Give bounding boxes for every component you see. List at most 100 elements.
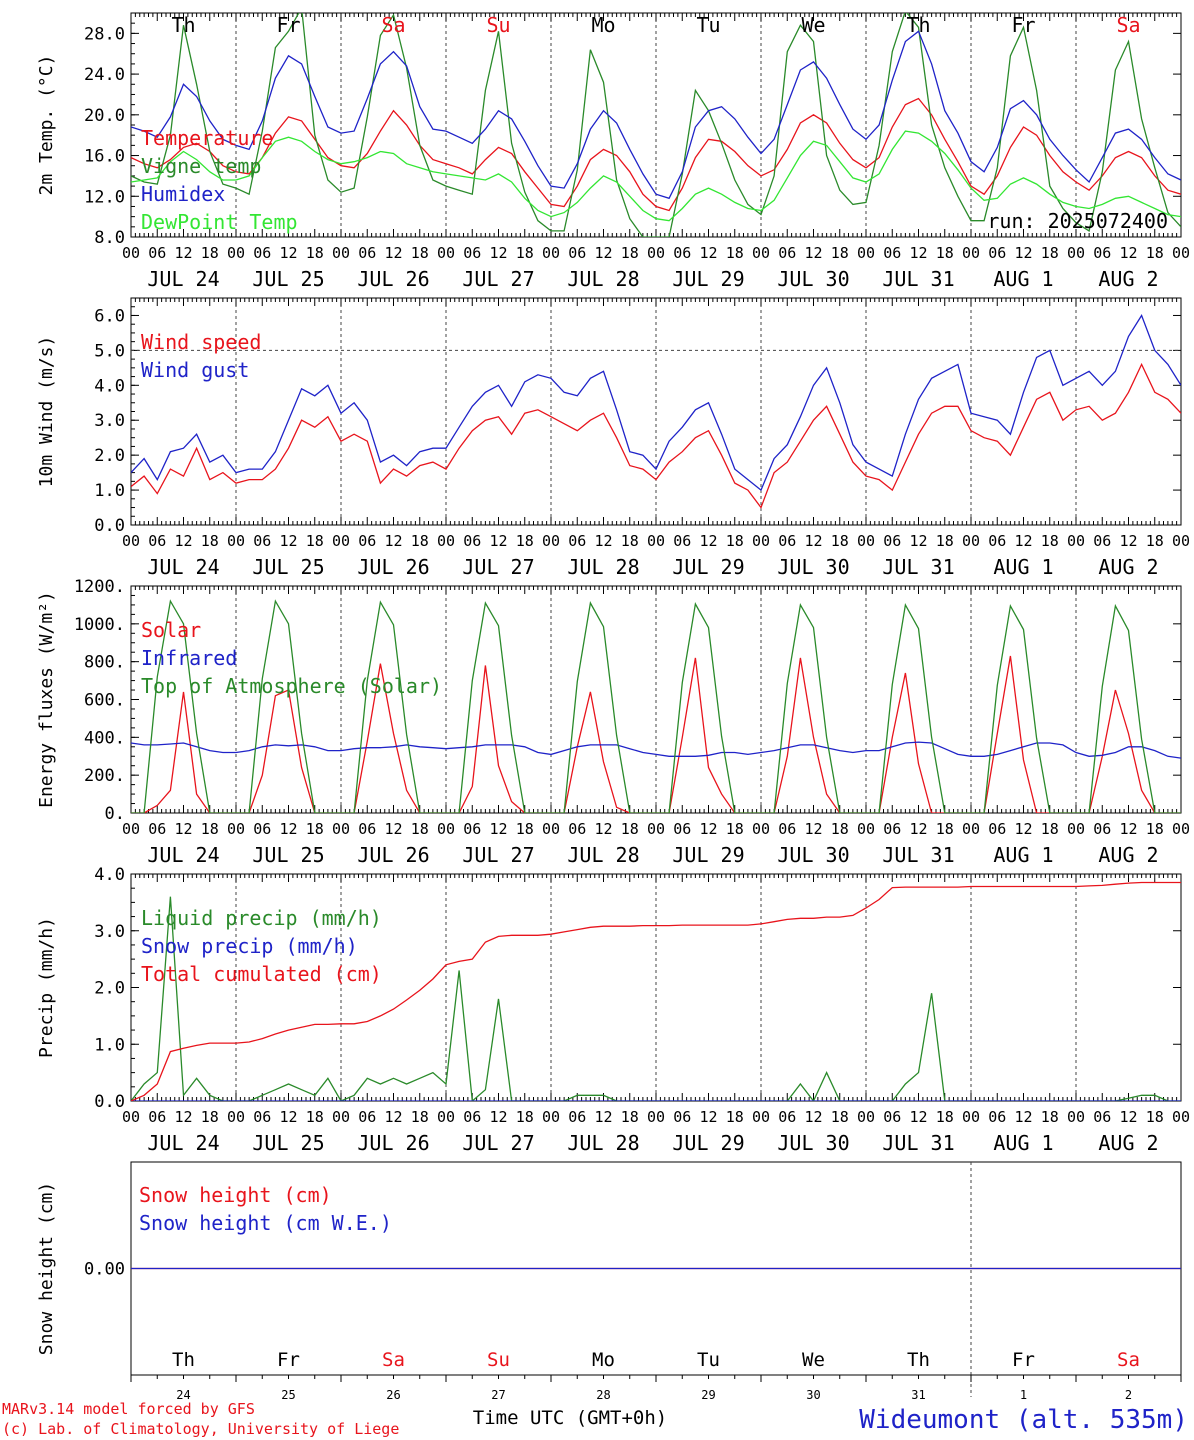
y-tick-label: 8.0 <box>94 228 125 248</box>
hour-label: 12 <box>804 1108 822 1126</box>
hour-label: 00 <box>437 532 455 550</box>
hour-label: 06 <box>253 820 271 838</box>
hour-label: 06 <box>1093 532 1111 550</box>
hour-label: 18 <box>411 820 429 838</box>
hour-label: 12 <box>174 1108 192 1126</box>
date-label: JUL 29 <box>672 555 744 579</box>
hour-label: 00 <box>437 1108 455 1126</box>
y-tick-label: 0.00 <box>84 1260 125 1280</box>
date-label: JUL 31 <box>882 267 954 291</box>
date-label: JUL 24 <box>147 267 219 291</box>
hour-label: 12 <box>909 1108 927 1126</box>
series-line-red <box>131 655 1181 813</box>
hour-label: 12 <box>174 244 192 262</box>
weekday-label: Tu <box>696 13 720 37</box>
hour-label: 00 <box>227 532 245 550</box>
hour-label: 12 <box>384 820 402 838</box>
hour-label: 12 <box>174 820 192 838</box>
date-label: AUG 1 <box>993 267 1053 291</box>
date-label: JUL 25 <box>252 555 324 579</box>
panel-3: 0. 200. 400. 600. 800. 1000. 1200. Energy fluxe… <box>36 577 1190 867</box>
hour-label: 18 <box>411 532 429 550</box>
hour-label: 18 <box>306 244 324 262</box>
hour-label: 18 <box>516 820 534 838</box>
date-label: JUL 31 <box>882 555 954 579</box>
y-tick-label: 200. <box>84 766 125 786</box>
hour-label: 00 <box>857 532 875 550</box>
date-label: JUL 26 <box>357 267 429 291</box>
hour-label: 12 <box>279 244 297 262</box>
hour-label: 18 <box>516 244 534 262</box>
y-axis-label: 10m Wind (m/s) <box>36 336 57 488</box>
hour-label: 06 <box>778 532 796 550</box>
y-tick-label: 3.0 <box>94 922 125 942</box>
hour-label: 00 <box>752 532 770 550</box>
x-axis-title: Time UTC (GMT+0h) <box>473 1407 667 1429</box>
hour-label: 00 <box>332 532 350 550</box>
y-tick-label: 24.0 <box>84 65 125 85</box>
hour-label: 12 <box>384 532 402 550</box>
weekday-label: Fr <box>1011 13 1035 37</box>
hour-label: 12 <box>489 820 507 838</box>
hour-label: 06 <box>778 1108 796 1126</box>
legend-entry: Top of Atmosphere (Solar) <box>141 674 442 698</box>
date-label: JUL 28 <box>567 555 639 579</box>
date-label: AUG 1 <box>993 555 1053 579</box>
lab-credit: (c) Lab. of Climatology, University of L… <box>2 1420 399 1438</box>
weekday-label: Sa <box>381 13 405 37</box>
hour-label: 18 <box>726 820 744 838</box>
day-number: 1 <box>1020 1388 1027 1402</box>
hour-label: 00 <box>752 244 770 262</box>
hour-label: 12 <box>909 532 927 550</box>
legend-entry: Snow precip (mm/h) <box>141 934 358 958</box>
hour-label: 06 <box>988 244 1006 262</box>
run-label: run: 2025072400 <box>987 209 1168 233</box>
date-label: JUL 29 <box>672 1131 744 1155</box>
hour-label: 12 <box>279 820 297 838</box>
weekday-label: Fr <box>1012 1349 1035 1371</box>
y-tick-label: 400. <box>84 728 125 748</box>
hour-label: 06 <box>358 1108 376 1126</box>
hour-label: 18 <box>1146 820 1164 838</box>
date-label: JUL 27 <box>462 267 534 291</box>
hour-label: 18 <box>1041 820 1059 838</box>
date-label: JUL 24 <box>147 1131 219 1155</box>
hour-label: 18 <box>621 244 639 262</box>
hour-label: 18 <box>411 1108 429 1126</box>
hour-label: 00 <box>647 244 665 262</box>
hour-label: 18 <box>1041 1108 1059 1126</box>
hour-label: 00 <box>542 532 560 550</box>
hour-label: 12 <box>1014 1108 1032 1126</box>
series-line-darkgreen <box>131 13 1181 237</box>
date-label: JUL 25 <box>252 1131 324 1155</box>
hour-label: 18 <box>726 532 744 550</box>
hour-label: 00 <box>1067 244 1085 262</box>
hour-label: 12 <box>1014 532 1032 550</box>
hour-label: 18 <box>621 820 639 838</box>
hour-label: 12 <box>699 244 717 262</box>
date-label: AUG 2 <box>1098 555 1158 579</box>
y-tick-label: 5.0 <box>94 341 125 361</box>
date-label: JUL 27 <box>462 555 534 579</box>
y-tick-label: 0. <box>105 804 125 824</box>
hour-label: 00 <box>1172 532 1190 550</box>
hour-label: 12 <box>909 820 927 838</box>
hour-label: 00 <box>122 244 140 262</box>
hour-label: 12 <box>804 532 822 550</box>
hour-label: 12 <box>1014 244 1032 262</box>
weekday-label: Fr <box>277 1349 300 1371</box>
y-axis-label: Snow height (cm) <box>36 1182 57 1355</box>
day-number: 30 <box>806 1388 820 1402</box>
series-line-red <box>131 881 1181 1101</box>
hour-label: 12 <box>279 532 297 550</box>
model-credit: MARv3.14 model forced by GFS <box>2 1400 255 1418</box>
hour-label: 12 <box>804 244 822 262</box>
date-label: JUL 31 <box>882 1131 954 1155</box>
hour-label: 06 <box>778 820 796 838</box>
weekday-label: We <box>802 1349 825 1371</box>
hour-label: 06 <box>883 820 901 838</box>
y-axis-label: Energy fluxes (W/m²) <box>36 591 57 808</box>
day-number: 24 <box>176 1388 190 1402</box>
hour-label: 06 <box>463 820 481 838</box>
hour-label: 18 <box>1146 1108 1164 1126</box>
